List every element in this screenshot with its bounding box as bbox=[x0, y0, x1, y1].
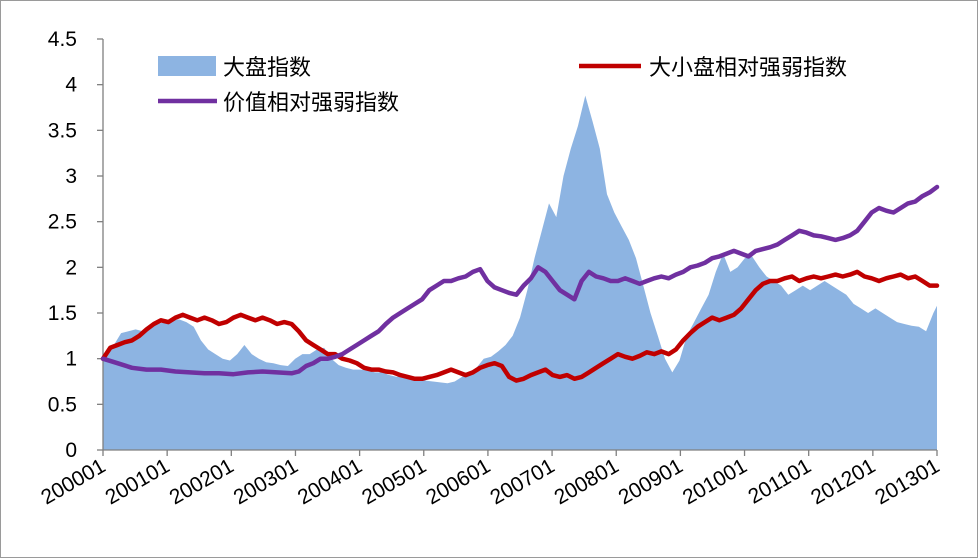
series-area-0 bbox=[103, 95, 937, 450]
y-tick-label: 0.5 bbox=[48, 393, 77, 416]
y-tick-label: 1 bbox=[65, 348, 77, 371]
y-tick-label: 3.5 bbox=[48, 119, 77, 142]
y-tick-label: 1.5 bbox=[48, 302, 77, 325]
legend-swatch-area bbox=[158, 56, 216, 76]
legend-label-1: 大小盘相对强弱指数 bbox=[649, 56, 847, 81]
y-tick-label: 2 bbox=[65, 256, 77, 279]
y-tick-label: 0 bbox=[65, 439, 77, 462]
y-tick-label: 4 bbox=[65, 74, 77, 97]
x-tick-label: 200501 bbox=[358, 454, 430, 509]
y-tick-label: 3 bbox=[65, 165, 77, 188]
series-line-1 bbox=[100, 269, 940, 383]
x-tick-label: 200301 bbox=[230, 454, 302, 509]
x-tick-label: 200701 bbox=[486, 454, 558, 509]
legend-label-2: 价值相对强弱指数 bbox=[223, 91, 399, 116]
legend-label-0: 大盘指数 bbox=[223, 56, 311, 81]
x-tick-label: 201201 bbox=[807, 454, 879, 509]
series-line-2 bbox=[100, 184, 940, 377]
area-layer bbox=[103, 95, 937, 450]
x-tick-label: 200201 bbox=[166, 454, 238, 509]
x-tick-label: 200801 bbox=[551, 454, 623, 509]
x-tick-label: 200401 bbox=[294, 454, 366, 509]
y-tick-label: 2.5 bbox=[48, 211, 77, 234]
x-tick-label: 201301 bbox=[871, 454, 943, 509]
x-tick-label: 200101 bbox=[101, 454, 173, 509]
x-tick-label: 200601 bbox=[422, 454, 494, 509]
line-layer bbox=[100, 184, 940, 383]
x-tick-label: 200001 bbox=[37, 454, 109, 509]
x-tick-label: 200901 bbox=[615, 454, 687, 509]
x-tick-label: 201001 bbox=[679, 454, 751, 509]
y-tick-label: 4.5 bbox=[48, 28, 77, 51]
x-tick-label: 201101 bbox=[744, 454, 815, 508]
